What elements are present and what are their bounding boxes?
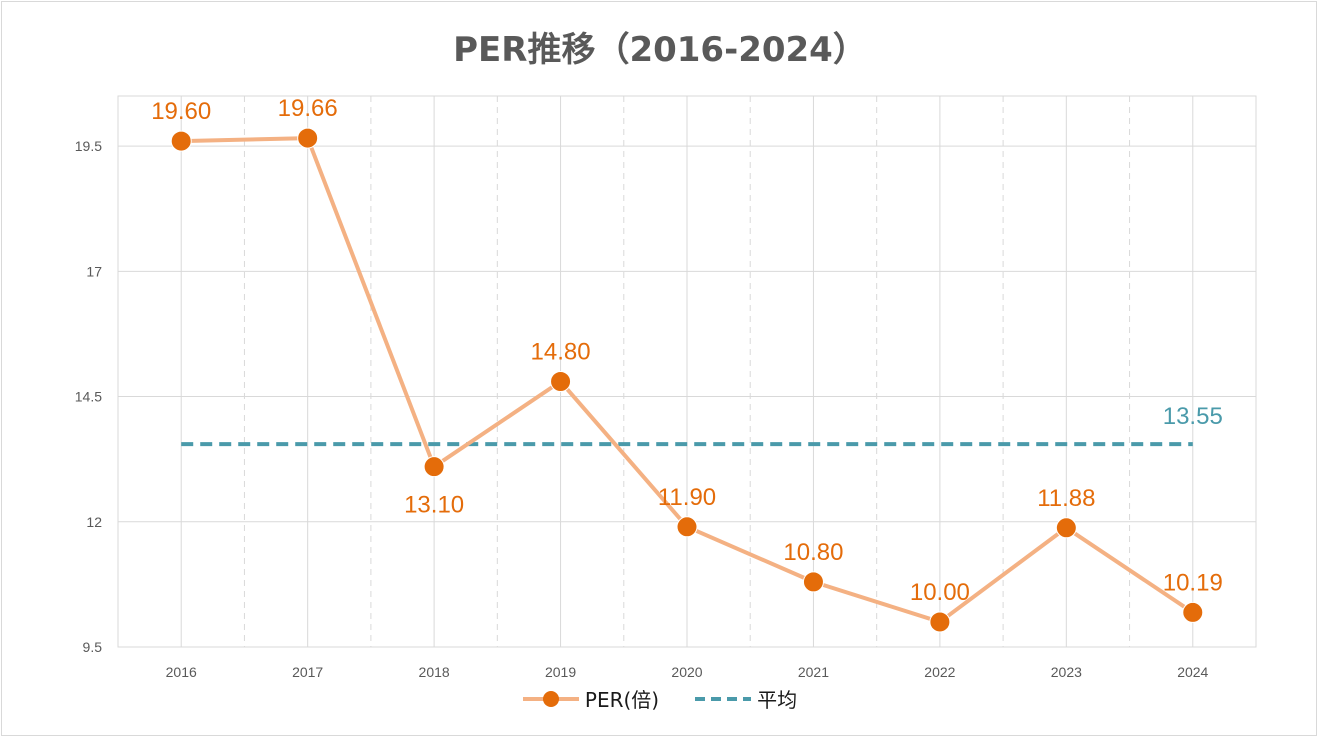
per-data-point[interactable] xyxy=(676,516,698,538)
x-tick-label: 2017 xyxy=(292,664,323,680)
x-tick-label: 2023 xyxy=(1051,664,1082,680)
legend-item-average[interactable]: 平均 xyxy=(695,684,797,713)
per-data-label: 11.88 xyxy=(1037,485,1095,512)
chart-legend: PER(倍) 平均 xyxy=(0,684,1320,713)
chart-title: PER推移（2016-2024） xyxy=(453,30,867,70)
x-tick-label: 2016 xyxy=(166,664,197,680)
legend-item-per[interactable]: PER(倍) xyxy=(522,684,660,713)
legend-label-per: PER(倍) xyxy=(584,688,660,712)
legend-swatch-average xyxy=(695,696,752,701)
per-data-point[interactable] xyxy=(1182,601,1204,623)
per-data-label: 10.19 xyxy=(1163,569,1223,596)
per-data-label: 10.00 xyxy=(910,579,970,606)
x-tick-label: 2018 xyxy=(419,664,450,680)
per-data-point[interactable] xyxy=(1055,517,1077,539)
per-data-point[interactable] xyxy=(929,611,951,633)
average-data-label: 13.55 xyxy=(1163,403,1223,430)
per-data-label: 19.66 xyxy=(278,95,338,122)
per-data-point[interactable] xyxy=(802,571,824,593)
per-data-point[interactable] xyxy=(297,127,319,149)
y-tick-label: 17 xyxy=(86,263,102,279)
per-data-label: 11.90 xyxy=(658,484,716,511)
y-tick-label: 19.5 xyxy=(75,138,102,154)
per-data-label: 14.80 xyxy=(531,339,591,366)
x-tick-label: 2020 xyxy=(671,664,702,680)
per-data-point[interactable] xyxy=(423,456,445,478)
legend-marker-per xyxy=(542,690,559,707)
y-tick-label: 12 xyxy=(86,514,102,530)
per-data-point[interactable] xyxy=(170,130,192,152)
per-data-label: 19.60 xyxy=(151,98,211,125)
legend-label-average: 平均 xyxy=(757,688,798,712)
x-tick-label: 2024 xyxy=(1177,664,1208,680)
y-tick-label: 14.5 xyxy=(75,389,102,405)
x-tick-label: 2019 xyxy=(545,664,576,680)
x-tick-label: 2021 xyxy=(798,664,829,680)
y-tick-label: 9.5 xyxy=(83,639,103,655)
per-data-label: 10.80 xyxy=(783,539,843,566)
legend-swatch-per xyxy=(522,690,579,707)
per-data-point[interactable] xyxy=(550,371,572,393)
per-data-label: 13.10 xyxy=(404,492,464,519)
x-tick-label: 2022 xyxy=(924,664,955,680)
